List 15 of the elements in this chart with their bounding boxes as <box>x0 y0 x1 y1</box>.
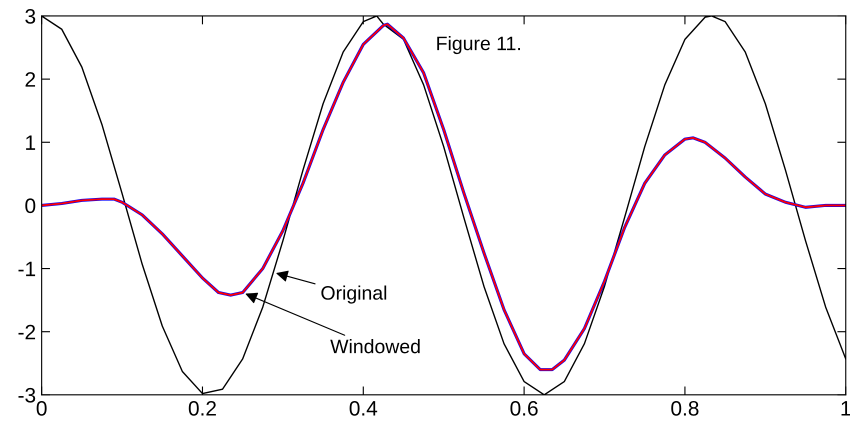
annotation: Windowed <box>330 339 420 354</box>
y-tick-label: -2 <box>18 324 36 340</box>
annotation: Figure 11. <box>437 36 520 54</box>
x-tick-label: 0.6 <box>510 400 538 416</box>
x-tick-label: 0.8 <box>671 400 699 416</box>
x-tick-label: 0.2 <box>188 400 216 416</box>
y-tick-label: -3 <box>18 388 36 403</box>
annotation: Original <box>321 286 386 304</box>
y-tick-label: 1 <box>26 135 36 150</box>
y-tick-label: -1 <box>18 262 36 276</box>
y-tick-label: 0 <box>25 198 36 214</box>
y-tick-label: 2 <box>26 72 36 87</box>
x-tick-label: 0 <box>36 400 47 416</box>
y-tick-label: 3 <box>25 8 36 24</box>
x-tick-label: 0.4 <box>350 400 378 416</box>
